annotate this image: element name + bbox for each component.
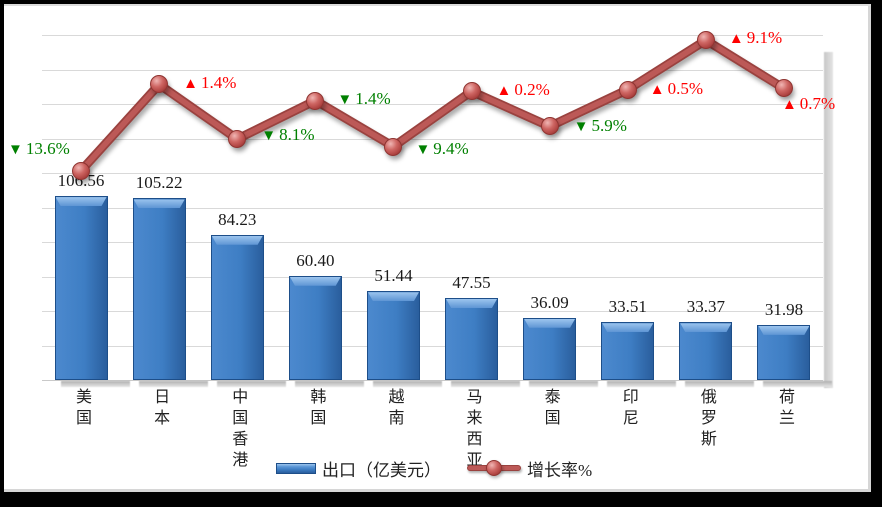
- category-label-8: 俄罗斯: [697, 388, 715, 451]
- category-label-2: 中国香港: [229, 388, 247, 472]
- bar-value-label-9: 31.98: [764, 299, 804, 319]
- bar-shadow-9: [763, 381, 833, 387]
- line-marker-1[interactable]: [150, 75, 169, 94]
- category-label-5: 马来西亚: [463, 388, 481, 472]
- growth-label-2: ▼ 8.1%: [261, 125, 315, 145]
- bar-1[interactable]: [132, 198, 186, 380]
- up-arrow-icon: ▲: [496, 83, 512, 100]
- line-marker-8[interactable]: [696, 31, 715, 50]
- bar-value-label-0: 106.56: [57, 171, 105, 191]
- legend-item-exports[interactable]: 出口（亿美元）: [276, 456, 441, 481]
- category-label-1: 日本: [151, 388, 169, 430]
- growth-label-3: ▼ 1.4%: [337, 88, 391, 108]
- down-arrow-icon: ▼: [337, 91, 353, 108]
- gridline-180: [42, 69, 823, 71]
- down-arrow-icon: ▼: [573, 119, 589, 136]
- bar-series-swatch-icon: [276, 462, 316, 474]
- bar-value-label-3: 60.40: [296, 250, 335, 270]
- down-arrow-icon: ▼: [261, 128, 277, 145]
- up-arrow-icon: ▲: [781, 97, 797, 114]
- legend-label-exports: 出口（亿美元）: [322, 460, 441, 480]
- bar-7[interactable]: [601, 322, 655, 380]
- legend: 出口（亿美元） 增长率%: [276, 456, 592, 480]
- up-arrow-icon: ▲: [183, 76, 198, 93]
- line-marker-6[interactable]: [540, 117, 559, 136]
- up-arrow-icon: ▲: [649, 81, 665, 98]
- growth-label-4: ▼ 9.4%: [415, 138, 469, 158]
- line-marker-5[interactable]: [462, 82, 481, 101]
- bar-shadow-8: [685, 381, 755, 387]
- growth-label-7: ▲ 0.5%: [649, 78, 704, 98]
- growth-label-6: ▼ 5.9%: [573, 116, 627, 136]
- growth-label-5: ▲ 0.2%: [496, 80, 550, 100]
- category-label-0: 美国: [73, 388, 91, 430]
- up-arrow-icon: ▲: [728, 31, 744, 48]
- category-label-6: 泰国: [541, 388, 559, 430]
- bar-shadow-4: [372, 381, 442, 387]
- gridline-80: [42, 242, 823, 243]
- category-label-4: 越南: [385, 388, 403, 430]
- bar-2[interactable]: [210, 234, 264, 380]
- bar-9[interactable]: [757, 324, 811, 380]
- gridline-200: [42, 35, 823, 36]
- growth-label-8: ▲ 9.1%: [728, 28, 783, 48]
- line-marker-2[interactable]: [228, 130, 247, 149]
- growth-label-1: ▲ 1.4%: [183, 73, 237, 93]
- bar-value-label-8: 33.37: [686, 297, 725, 317]
- bar-6[interactable]: [523, 317, 577, 380]
- bar-shadow-1: [138, 381, 208, 387]
- line-marker-3[interactable]: [306, 91, 325, 110]
- bar-value-label-1: 105.22: [135, 173, 183, 193]
- bar-value-label-2: 84.23: [218, 209, 257, 229]
- bar-shadow-3: [294, 381, 364, 387]
- growth-line[interactable]: [4, 4, 871, 492]
- bar-value-label-4: 51.44: [374, 266, 413, 286]
- bar-shadow-0: [60, 381, 130, 387]
- gridline-20: [42, 345, 823, 347]
- bar-shadow-7: [607, 381, 677, 387]
- bar-8[interactable]: [679, 322, 733, 380]
- bar-3[interactable]: [288, 275, 342, 380]
- plot-area-shadow: [824, 52, 833, 388]
- category-label-7: 印尼: [619, 388, 637, 430]
- bar-value-label-7: 33.51: [608, 297, 647, 317]
- category-label-3: 韩国: [307, 388, 325, 430]
- bar-0[interactable]: [54, 196, 108, 380]
- line-marker-9[interactable]: [774, 79, 793, 98]
- legend-item-growth-rate[interactable]: 增长率%: [467, 456, 592, 481]
- bar-shadow-2: [216, 381, 286, 387]
- gridline-0: [42, 380, 823, 381]
- down-arrow-icon: ▼: [415, 141, 431, 158]
- bar-value-label-6: 36.09: [530, 292, 569, 312]
- bar-5[interactable]: [445, 297, 499, 380]
- growth-label-9: ▲ 0.7%: [781, 94, 836, 114]
- bar-value-label-5: 47.55: [452, 272, 491, 292]
- line-series-swatch-icon: [467, 459, 521, 477]
- growth-label-0: ▼ 13.6%: [8, 138, 70, 158]
- gridline-100: [42, 207, 823, 209]
- gridline-60: [42, 276, 823, 278]
- line-marker-7[interactable]: [618, 80, 637, 99]
- bar-shadow-5: [451, 381, 521, 387]
- line-marker-0[interactable]: [72, 161, 91, 180]
- category-label-9: 荷兰: [775, 388, 793, 430]
- bar-shadow-6: [529, 381, 599, 387]
- gridline-120: [42, 173, 823, 174]
- line-marker-4[interactable]: [384, 137, 403, 156]
- down-arrow-icon: ▼: [8, 141, 23, 158]
- gridline-160: [42, 104, 823, 105]
- gridline-140: [42, 138, 823, 140]
- gridline-40: [42, 311, 823, 312]
- bar-4[interactable]: [366, 291, 420, 380]
- legend-label-growth-rate: 增长率%: [527, 460, 593, 480]
